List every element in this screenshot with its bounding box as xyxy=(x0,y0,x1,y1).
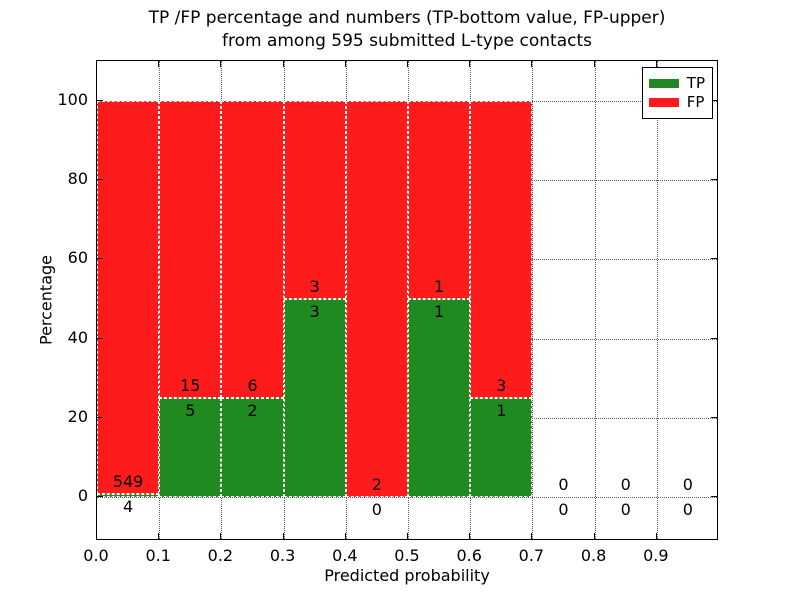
x-tick-label: 0.7 xyxy=(518,546,545,565)
y-tick-mark-right xyxy=(711,179,717,180)
tp-bar xyxy=(97,494,160,498)
y-tick-mark xyxy=(97,417,103,419)
tp-bar xyxy=(408,299,471,498)
x-tick-mark xyxy=(593,533,595,539)
tp-count-label: 0 xyxy=(682,500,693,520)
tp-bar xyxy=(221,398,284,498)
fp-bar xyxy=(470,100,533,399)
x-tick-mark-top xyxy=(158,61,160,67)
chart-title-line2: from among 595 submitted L-type contacts xyxy=(221,31,592,51)
y-tick-mark xyxy=(97,496,103,498)
x-tick-mark-top xyxy=(344,61,346,67)
tp-bar xyxy=(283,299,346,498)
legend-item-tp: TP xyxy=(648,74,705,92)
x-tick-mark-top xyxy=(593,61,595,67)
legend-swatch-fp xyxy=(648,98,679,107)
legend: TP FP xyxy=(641,67,713,119)
x-tick-mark xyxy=(344,533,346,539)
x-tick-label: 0.5 xyxy=(394,546,420,565)
tp-count-label: 5 xyxy=(185,401,196,421)
fp-count-label: 0 xyxy=(682,475,693,495)
chart-title: TP /FP percentage and numbers (TP-bottom… xyxy=(96,7,718,53)
x-tick-mark-top xyxy=(220,61,222,67)
fp-count-label: 1 xyxy=(434,277,445,297)
legend-label-fp: FP xyxy=(686,93,705,111)
x-tick-mark xyxy=(158,533,160,539)
x-tick-label: 0.4 xyxy=(332,546,358,565)
y-tick-mark xyxy=(97,337,103,339)
fp-count-label: 6 xyxy=(247,376,258,396)
x-tick-mark-top xyxy=(282,61,284,67)
y-tick-label: 100 xyxy=(57,89,88,109)
chart-title-line1: TP /FP percentage and numbers (TP-bottom… xyxy=(148,8,666,28)
tp-count-label: 3 xyxy=(309,302,320,322)
y-tick-mark-right xyxy=(711,337,717,339)
tp-count-label: 2 xyxy=(247,401,258,421)
y-tick-label: 80 xyxy=(67,169,88,188)
x-tick-label: 0.0 xyxy=(83,546,109,565)
y-tick-mark xyxy=(97,258,103,260)
x-axis-label: Predicted probability xyxy=(324,566,490,585)
fp-count-label: 0 xyxy=(620,475,631,495)
tp-count-label: 1 xyxy=(496,401,507,421)
fp-count-label: 0 xyxy=(558,475,569,495)
x-tick-mark xyxy=(96,533,97,539)
tp-count-label: 0 xyxy=(558,500,569,520)
x-tick-label: 0.9 xyxy=(643,546,669,565)
tp-count-label: 0 xyxy=(620,500,631,520)
y-tick-label: 0 xyxy=(77,486,88,506)
fp-bar xyxy=(221,100,284,399)
legend-label-tp: TP xyxy=(686,74,705,92)
y-tick-mark-right xyxy=(711,258,717,260)
gridline-horizontal xyxy=(97,497,717,499)
plot-area: TP FP 549 4 15 5 6 2 3 3 2 0 1 1 3 1 0 0 0 0 0 0 xyxy=(96,60,718,540)
x-tick-mark-top xyxy=(407,61,408,67)
x-tick-mark-top xyxy=(469,61,471,67)
y-tick-mark xyxy=(97,99,103,101)
y-tick-mark-right xyxy=(711,417,717,419)
x-tick-label: 0.8 xyxy=(580,546,607,565)
fp-count-label: 549 xyxy=(112,472,144,492)
fp-bar xyxy=(345,100,408,498)
tp-count-label: 4 xyxy=(123,497,134,517)
fp-bar xyxy=(408,100,471,299)
x-tick-mark xyxy=(407,533,408,539)
y-tick-label: 20 xyxy=(67,407,88,427)
x-tick-label: 0.1 xyxy=(145,546,171,565)
legend-item-fp: FP xyxy=(648,93,705,111)
legend-swatch-tp xyxy=(648,79,679,88)
x-tick-mark xyxy=(469,533,471,539)
x-tick-label: 0.6 xyxy=(456,546,482,565)
x-tick-mark xyxy=(220,533,222,539)
x-tick-mark-top xyxy=(96,61,97,67)
fp-count-label: 3 xyxy=(496,376,507,396)
x-tick-mark-top xyxy=(655,61,657,67)
fp-bar xyxy=(283,100,346,299)
x-tick-mark xyxy=(531,533,533,539)
fp-bar xyxy=(159,100,222,399)
tp-count-label: 0 xyxy=(371,500,382,520)
fp-bar xyxy=(97,100,160,495)
y-tick-label: 40 xyxy=(67,327,88,347)
tp-bar xyxy=(470,398,533,498)
x-tick-mark xyxy=(282,533,284,539)
fp-count-label: 3 xyxy=(309,277,320,297)
tp-bar xyxy=(159,398,222,498)
y-tick-mark-right xyxy=(711,99,717,101)
fp-count-label: 15 xyxy=(180,376,201,396)
x-tick-label: 0.2 xyxy=(207,546,234,565)
y-tick-label: 60 xyxy=(67,248,88,268)
gridline-vertical xyxy=(594,61,596,539)
gridline-vertical xyxy=(656,61,658,539)
tp-count-label: 1 xyxy=(434,302,445,322)
y-tick-mark xyxy=(97,179,103,180)
y-tick-mark-right xyxy=(711,496,717,498)
gridline-vertical xyxy=(532,61,534,539)
x-tick-mark xyxy=(655,533,657,539)
x-tick-mark-top xyxy=(531,61,533,67)
x-tick-label: 0.3 xyxy=(269,546,296,565)
fp-count-label: 2 xyxy=(371,475,382,495)
